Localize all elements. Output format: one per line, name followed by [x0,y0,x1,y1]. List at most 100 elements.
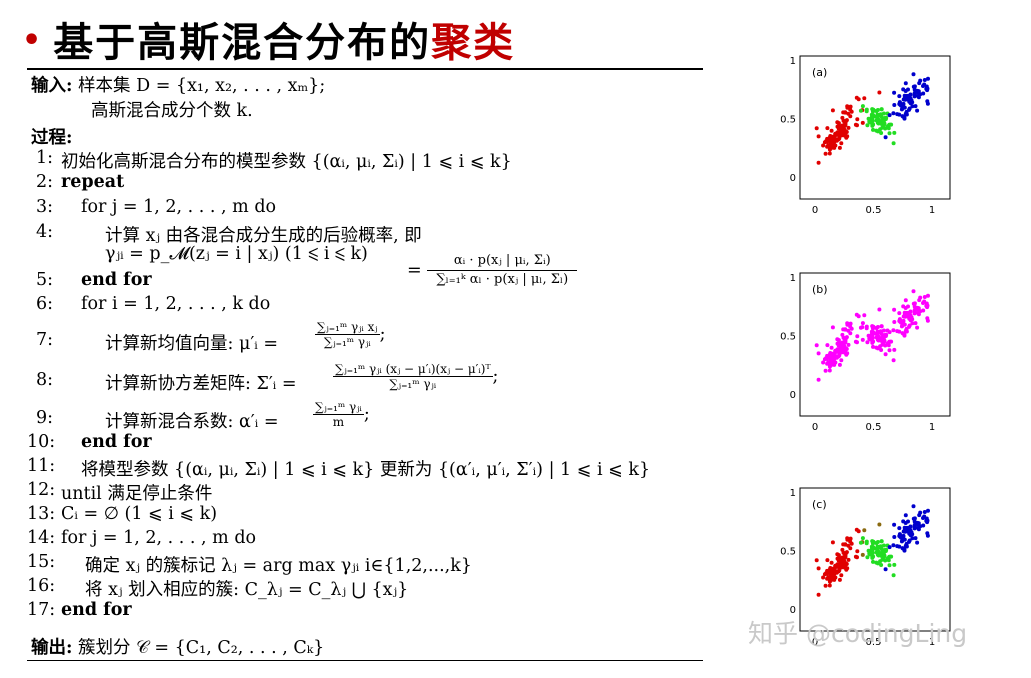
scatter-point [821,143,826,148]
scatter-point [816,377,821,382]
scatter-point [841,128,846,133]
scatter-point [849,109,854,114]
slide-title: • 基于高斯混合分布的聚类 [22,10,515,68]
scatter-point [915,108,920,113]
cov-formula: ∑ⱼ₌₁ᵐ γⱼᵢ (xⱼ − μ′ᵢ)(xⱼ − μ′ᵢ)ᵀ ∑ⱼ₌₁ᵐ γⱼ… [333,362,499,391]
scatter-point [830,108,835,113]
scatter-point [921,308,926,313]
scatter-point [875,129,880,134]
input-text-2: 高斯混合成分个数 k. [91,101,253,121]
line-number: 17: [27,600,56,620]
scatter-point [879,107,884,112]
line-number: 10: [27,432,56,452]
scatter-point [865,340,870,345]
scatter-point [841,110,846,115]
input-text-1: 样本集 D = {x₁, x₂, . . . , xₘ}; [78,76,326,96]
title-main: 基于高斯混合分布的 [53,20,432,66]
scatter-point [845,322,850,327]
scatter-point [827,151,832,156]
scatter-point [914,521,919,526]
scatter-point [879,324,884,329]
scatter-point [849,541,854,546]
output-text: 簇划分 𝒞 = {C₁, C₂, . . . , Cₖ} [78,638,325,658]
scatter-point [870,340,875,345]
scatter-point [891,573,896,578]
scatter-point [875,561,880,566]
scatter-point [871,539,876,544]
scatter-point [868,337,873,342]
scatter-point [891,328,896,333]
scatter-point [879,539,884,544]
y-tick-label: 0.5 [780,547,796,558]
line-number: 4: [35,222,53,242]
scatter-point [840,332,845,337]
scatter-point [860,552,865,557]
scatter-point [860,120,865,125]
scatter-point [833,563,838,568]
scatter-point [816,592,821,597]
scatter-point [875,325,880,329]
scatter-point [825,343,830,348]
scatter-point [903,81,908,86]
scatter-point [871,559,875,564]
scatter-point [887,131,892,136]
scatter-point [917,298,922,303]
scatter-point [866,548,871,553]
scatter-point [903,513,908,518]
plot-label: (c) [812,498,827,511]
scatter-point [883,567,888,572]
scatter-point [881,111,886,116]
scatter-point [897,544,902,549]
scatter-point [897,311,902,316]
line-text: repeat [61,172,125,192]
scatter-point [892,307,897,312]
process-label: 过程: [31,128,73,148]
scatter-point [855,340,859,345]
scatter-point [831,360,836,365]
x-tick-label: 0 [812,422,818,433]
scatter-point [821,575,826,580]
scatter-point [865,555,870,560]
scatter-point [875,546,880,551]
scatter-point [886,126,891,131]
scatter-point [911,289,916,294]
scatter-point [848,536,853,541]
plot-frame [799,55,951,200]
scatter-point [822,572,827,577]
line-text: for j = 1, 2, . . . , m do [61,528,257,548]
scatter-point [832,357,837,362]
scatter-point [841,327,846,332]
x-tick-label: 0.5 [866,205,882,216]
scatter-point [821,360,826,365]
scatter-point [911,504,916,509]
scatter-point [836,354,841,359]
scatter-point [916,312,921,317]
x-tick-label: 0.5 [866,422,882,433]
mean-fraction: ∑ⱼ₌₁ᵐ γⱼᵢ xⱼ ∑ⱼ₌₁ᵐ γⱼᵢ [315,320,380,349]
scatter-point [816,566,821,571]
input-line: 输入: 样本集 D = {x₁, x₂, . . . , xₘ}; [31,72,325,97]
scatter-point [816,160,821,165]
scatter-point [870,555,875,560]
scatter-point [921,523,926,528]
line-text: 计算新混合系数: α′ᵢ = [105,412,279,432]
scatter-point [898,534,903,539]
scatter-point [855,555,859,560]
scatter-point [888,122,893,127]
scatter-point [846,557,851,562]
y-tick-label: 0 [790,390,796,401]
scatter-point [881,550,886,555]
scatter-point [814,343,819,348]
scatter-point [879,131,884,135]
scatter-point [869,544,874,549]
scatter-point [869,329,874,334]
scatter-point [822,357,827,362]
scatter-point [888,339,893,344]
bottom-rule [27,660,703,661]
scatter-point [907,324,911,329]
line-text: Cᵢ = ∅ (1 ⩽ i ⩽ k) [61,504,218,524]
scatter-point [899,107,904,112]
alpha-numerator: ∑ⱼ₌₁ᵐ γⱼᵢ [313,400,364,415]
line-number: 15: [27,552,56,572]
y-tick-label: 1 [790,56,796,67]
